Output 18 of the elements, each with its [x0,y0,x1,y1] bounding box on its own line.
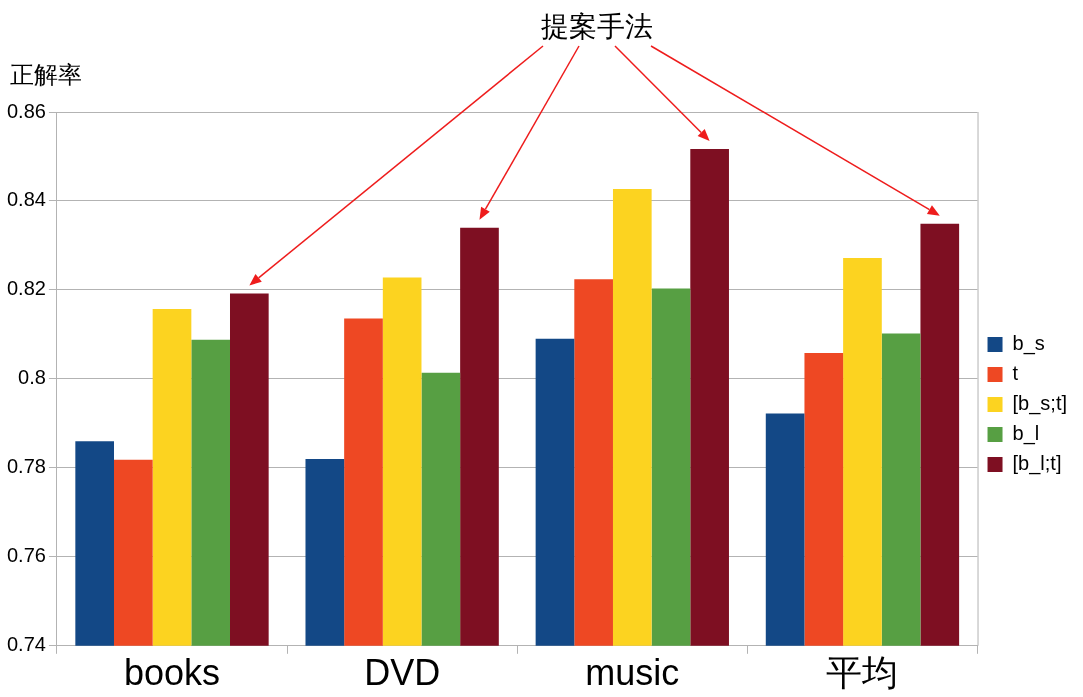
legend-label: [b_l;t] [1012,452,1062,476]
y-tick-label: 0.84 [6,188,46,211]
y-tick-label: 0.74 [6,633,46,656]
legend-label: b_l [1012,422,1040,446]
x-tick-label: DVD [364,652,441,694]
y-axis-title: 正解率 [10,60,82,88]
y-tick-label: 0.8 [18,366,46,389]
x-tick-label: books [123,652,221,694]
y-tick-label: 0.76 [6,544,46,567]
x-tick-label: 平均 [826,652,899,694]
legend-label: b_s [1012,332,1045,356]
y-tick-label: 0.78 [6,455,46,478]
x-tick-label: music [585,652,680,694]
y-tick-label: 0.82 [6,277,46,300]
legend-label: [b_s;t] [1012,392,1068,416]
y-tick-label: 0.86 [6,99,46,122]
text: 提案手法 [541,10,653,42]
legend-label: t [1012,362,1019,385]
